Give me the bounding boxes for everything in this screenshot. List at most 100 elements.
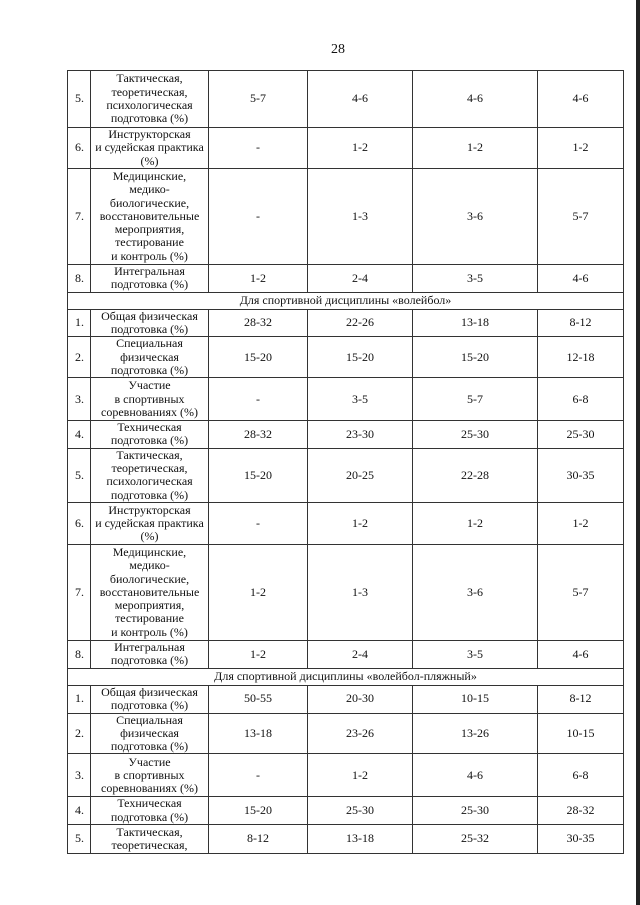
- value-cell: -: [208, 501, 308, 545]
- table-row: 1. Общая физическая подготовка (%) 50-55 20…: [67, 684, 624, 714]
- value-cell: 25-30: [412, 796, 538, 826]
- value-cell: 12-18: [537, 336, 624, 379]
- value-cell: 1-2: [208, 264, 308, 293]
- table-row: 2. Специальная физическая подготовка (%) 1…: [67, 336, 624, 379]
- row-label: Интегральная подготовка (%): [90, 264, 209, 293]
- row-label: Тактическая, теоретическая, психологичес…: [90, 70, 209, 128]
- row-number: 1.: [67, 308, 91, 338]
- value-cell: 15-20: [208, 336, 308, 379]
- value-cell: 1-2: [307, 127, 413, 169]
- table-row: 5. Тактическая, теоретическая, психологич…: [67, 70, 624, 128]
- row-number: 3.: [67, 753, 91, 798]
- value-cell: 1-3: [307, 168, 413, 265]
- table-row: 4. Техническая подготовка (%) 28-32 23-30 25…: [67, 420, 624, 449]
- row-label: Участие в спортивных соревнованиях (%): [90, 377, 209, 422]
- value-cell: 5-7: [537, 168, 624, 265]
- value-cell: 13-26: [412, 712, 538, 755]
- table-row: 8. Интегральная подготовка (%) 1-2 2-4 3-5 4-…: [67, 264, 624, 293]
- row-label: Специальная физическая подготовка (%): [90, 336, 209, 379]
- row-label: Тактическая, теоретическая, психологичес…: [90, 447, 209, 503]
- row-label: Общая физическая подготовка (%): [90, 308, 209, 338]
- value-cell: 3-6: [412, 168, 538, 265]
- row-label: Техническая подготовка (%): [90, 796, 209, 826]
- value-cell: 28-32: [208, 420, 308, 449]
- row-number: 3.: [67, 377, 91, 422]
- row-number: 6.: [67, 127, 91, 169]
- table-row: 1. Общая физическая подготовка (%) 28-32 22…: [67, 308, 624, 338]
- value-cell: 22-26: [307, 308, 413, 338]
- table-row: 6. Инструкторская и судейская практика (%…: [67, 501, 624, 545]
- row-label: Участие в спортивных соревнованиях (%): [90, 753, 209, 798]
- value-cell: 8-12: [537, 684, 624, 714]
- value-cell: -: [208, 377, 308, 422]
- row-number: 5.: [67, 447, 91, 503]
- row-number: 7.: [67, 543, 91, 641]
- table-row: 8. Интегральная подготовка (%) 1-2 2-4 3-5 4-…: [67, 639, 624, 669]
- row-label: Интегральная подготовка (%): [90, 639, 209, 669]
- value-cell: 1-2: [412, 127, 538, 169]
- value-cell: 28-32: [537, 796, 624, 826]
- table-row: 7. Медицинские, медико- биологические, во…: [67, 168, 624, 265]
- value-cell: 25-32: [412, 824, 538, 855]
- value-cell: 1-3: [307, 543, 413, 641]
- table-row: 5. Тактическая, теоретическая, 8-12 13-18 25…: [67, 824, 624, 855]
- value-cell: 8-12: [537, 308, 624, 338]
- value-cell: 6-8: [537, 377, 624, 422]
- training-load-table: 5. Тактическая, теоретическая, психологич…: [67, 70, 624, 855]
- row-number: 4.: [67, 796, 91, 826]
- value-cell: 1-2: [208, 543, 308, 641]
- table-row: 2. Специальная физическая подготовка (%) 1…: [67, 712, 624, 755]
- value-cell: 23-26: [307, 712, 413, 755]
- value-cell: 8-12: [208, 824, 308, 855]
- table-row: 7. Медицинские, медико- биологические, во…: [67, 543, 624, 641]
- value-cell: 15-20: [208, 447, 308, 503]
- value-cell: 25-30: [537, 420, 624, 449]
- table-row: 6. Инструкторская и судейская практика (%…: [67, 127, 624, 169]
- value-cell: 6-8: [537, 753, 624, 798]
- scan-edge: [636, 0, 640, 905]
- row-number: 8.: [67, 264, 91, 293]
- page-number: 28: [331, 42, 345, 57]
- value-cell: 25-30: [307, 796, 413, 826]
- section-header-row: Для спортивной дисциплины «волейбол-пляж…: [67, 667, 624, 686]
- row-number: 8.: [67, 639, 91, 669]
- value-cell: 10-15: [412, 684, 538, 714]
- value-cell: 20-30: [307, 684, 413, 714]
- value-cell: -: [208, 127, 308, 169]
- row-label: Инструкторская и судейская практика (%): [90, 127, 209, 169]
- value-cell: 15-20: [307, 336, 413, 379]
- value-cell: 13-18: [208, 712, 308, 755]
- table-row: 4. Техническая подготовка (%) 15-20 25-30 25…: [67, 796, 624, 826]
- row-label: Техническая подготовка (%): [90, 420, 209, 449]
- value-cell: 1-2: [307, 753, 413, 798]
- value-cell: 15-20: [412, 336, 538, 379]
- value-cell: 1-2: [412, 501, 538, 545]
- section-title: Для спортивной дисциплины «волейбол-пляж…: [67, 667, 624, 686]
- table-row: 5. Тактическая, теоретическая, психологич…: [67, 447, 624, 503]
- value-cell: 23-30: [307, 420, 413, 449]
- value-cell: -: [208, 753, 308, 798]
- value-cell: 4-6: [412, 70, 538, 128]
- row-number: 2.: [67, 712, 91, 755]
- value-cell: 22-28: [412, 447, 538, 503]
- value-cell: 30-35: [537, 447, 624, 503]
- value-cell: 3-5: [307, 377, 413, 422]
- value-cell: 2-4: [307, 639, 413, 669]
- row-label: Медицинские, медико- биологические, восс…: [90, 168, 209, 265]
- value-cell: 3-6: [412, 543, 538, 641]
- value-cell: 28-32: [208, 308, 308, 338]
- value-cell: 20-25: [307, 447, 413, 503]
- value-cell: 4-6: [537, 70, 624, 128]
- row-label: Специальная физическая подготовка (%): [90, 712, 209, 755]
- section-header-row: Для спортивной дисциплины «волейбол»: [67, 291, 624, 310]
- row-number: 5.: [67, 70, 91, 128]
- row-number: 1.: [67, 684, 91, 714]
- row-number: 5.: [67, 824, 91, 855]
- value-cell: 1-2: [537, 127, 624, 169]
- row-number: 4.: [67, 420, 91, 449]
- value-cell: 10-15: [537, 712, 624, 755]
- value-cell: 30-35: [537, 824, 624, 855]
- section-title: Для спортивной дисциплины «волейбол»: [67, 291, 624, 310]
- value-cell: 5-7: [412, 377, 538, 422]
- row-label: Общая физическая подготовка (%): [90, 684, 209, 714]
